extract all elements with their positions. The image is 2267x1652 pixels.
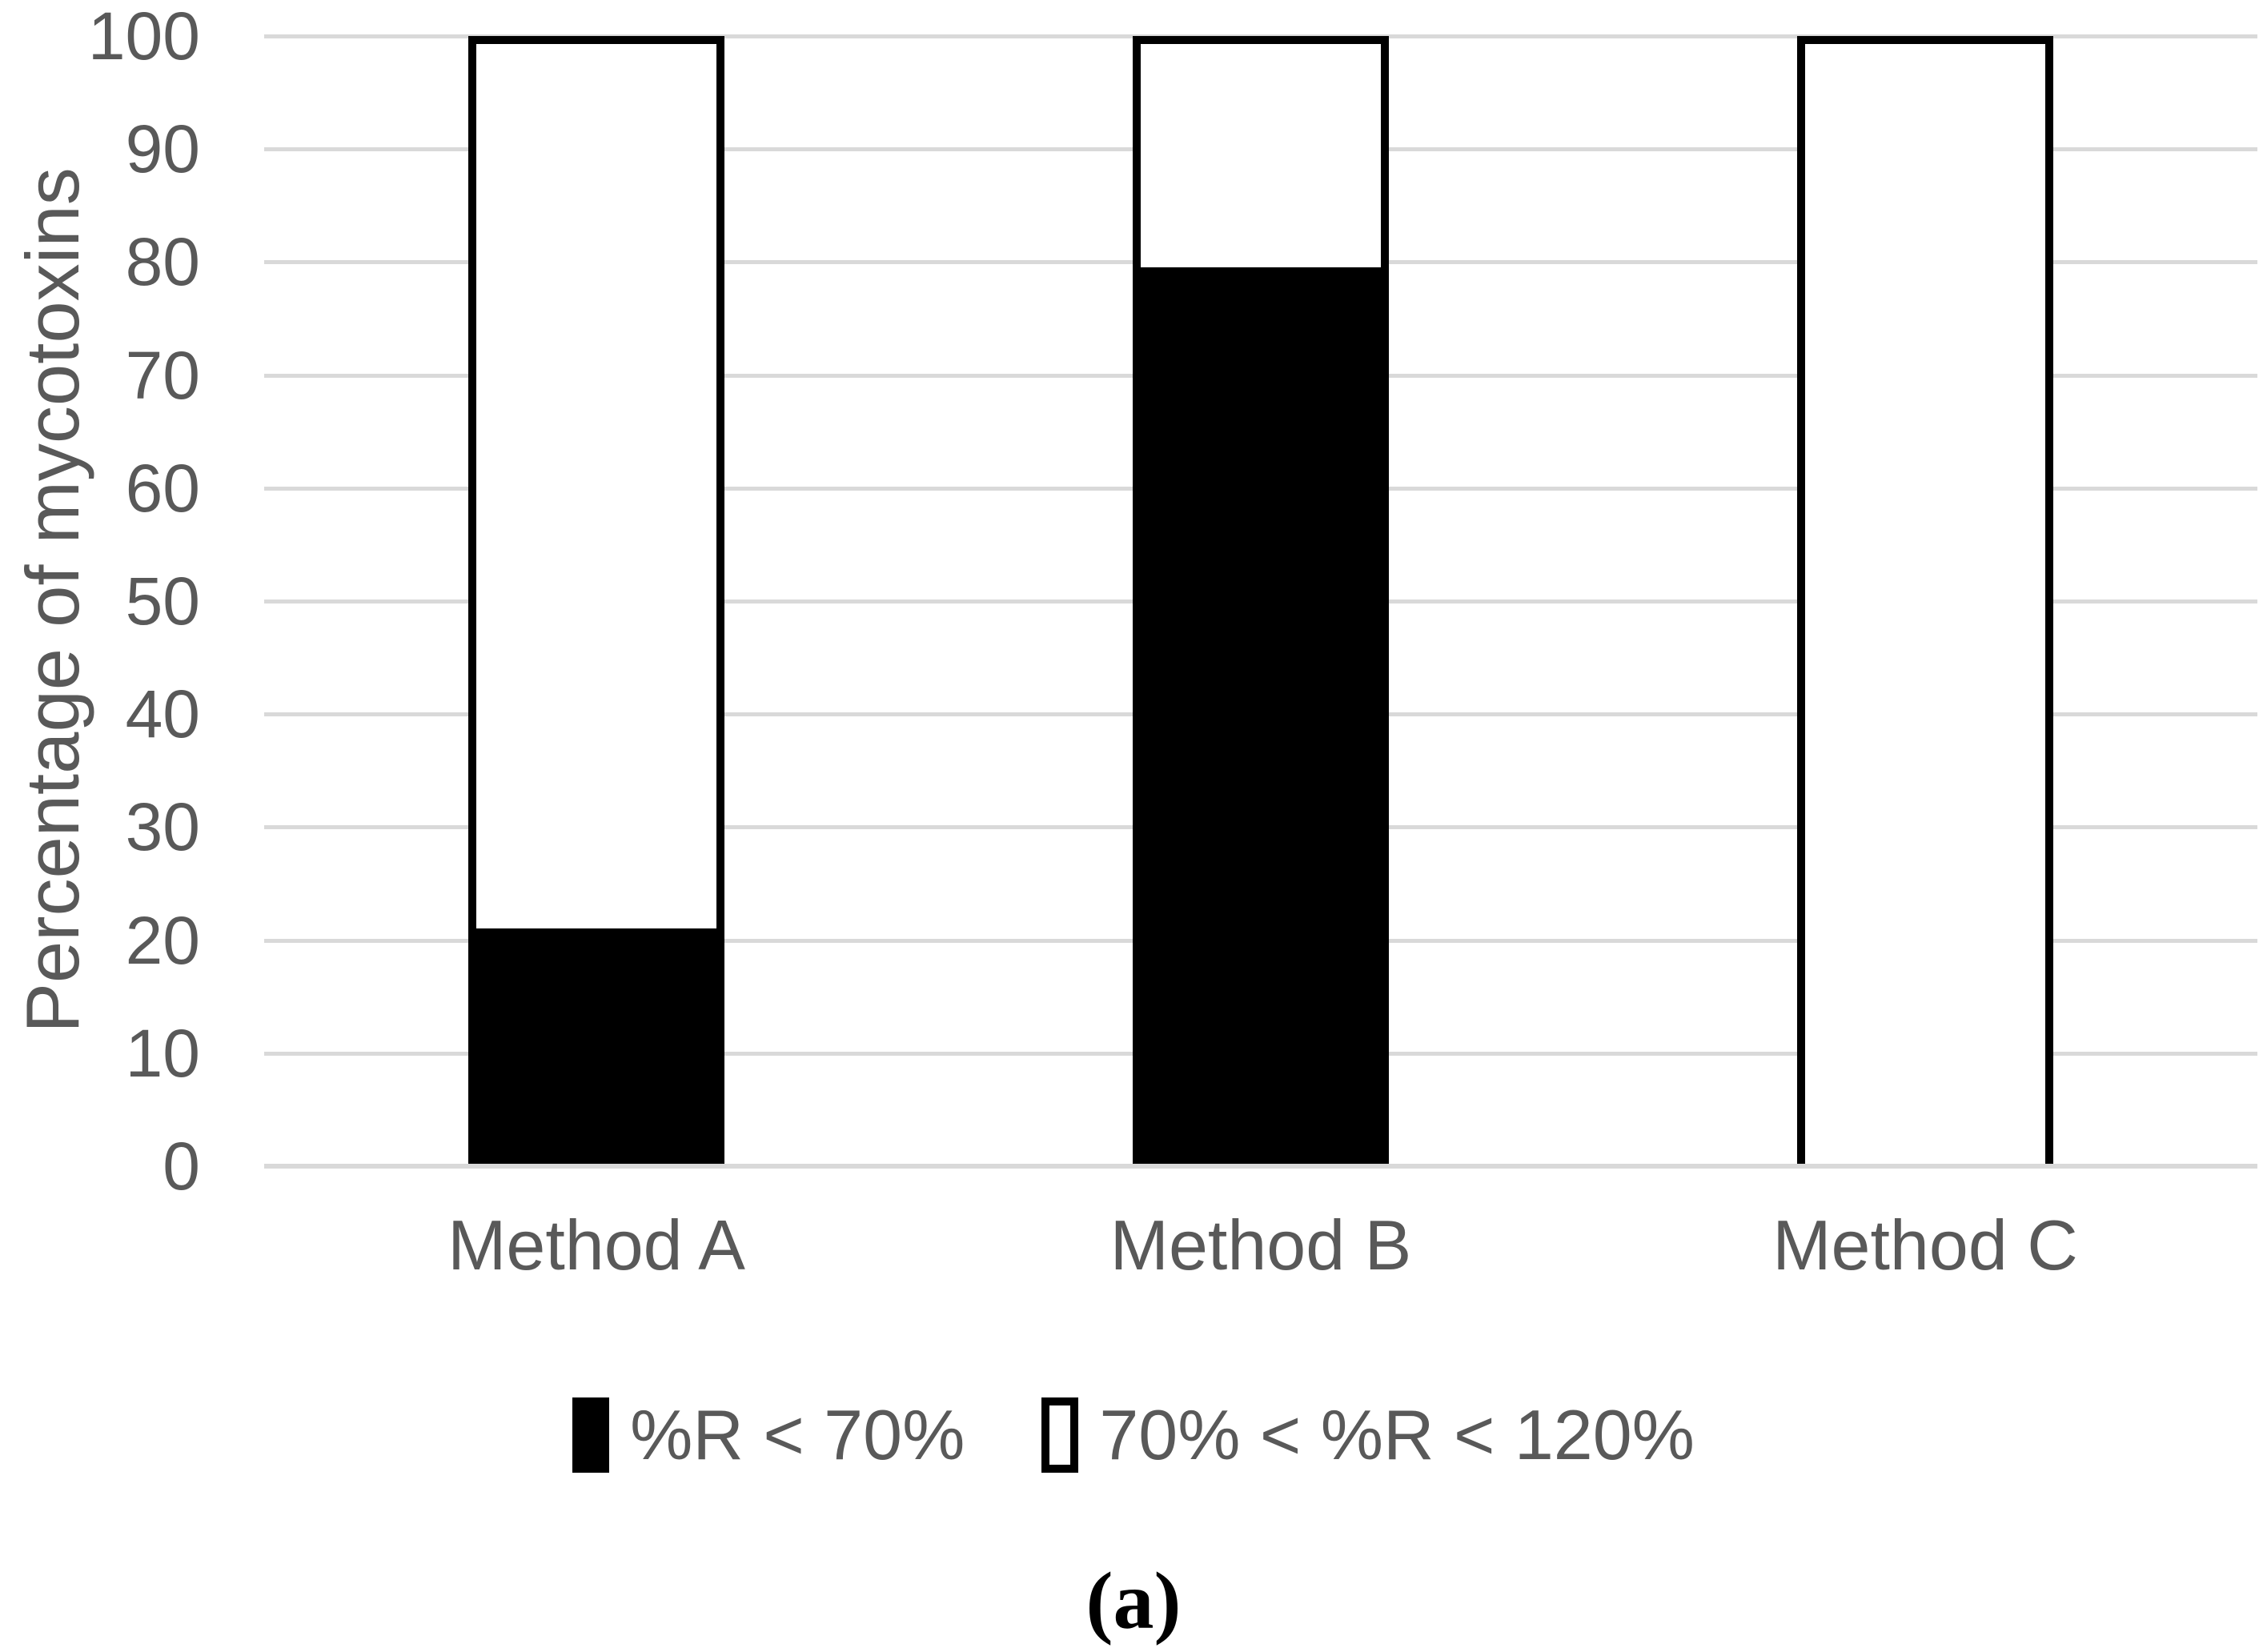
y-tick-label-50: 50 [125,563,200,639]
y-tick-label-40: 40 [125,676,200,752]
bar-method-c [1797,36,2053,1166]
x-axis-line [264,1164,2257,1169]
bar-method-b [1133,36,1389,1166]
y-tick-label-20: 20 [125,902,200,978]
y-tick-label-0: 0 [163,1129,200,1204]
y-tick-label-10: 10 [125,1015,200,1091]
legend-label: 70% < %R < 120% [1099,1395,1695,1474]
y-tick-label-70: 70 [125,337,200,413]
legend-swatch-white [1041,1397,1079,1473]
x-axis-label-method-c: Method C [1772,1205,2078,1285]
x-axis-label-method-b: Method B [1109,1205,1412,1285]
bar-method-a [468,36,724,1166]
legend: %R < 70% 70% < %R < 120% [0,1394,2267,1476]
y-tick-label-30: 30 [125,789,200,865]
y-tick-label-60: 60 [125,450,200,526]
y-tick-label-100: 100 [87,0,200,74]
legend-item-70-to-120: 70% < %R < 120% [1041,1394,1695,1476]
bar-segment-below-70 [468,928,724,1166]
y-tick-label-90: 90 [125,111,200,187]
figure-caption: (a) [1085,1556,1182,1646]
bar-segment-below-70 [1133,267,1389,1166]
legend-label: %R < 70% [630,1395,965,1474]
legend-swatch-black [572,1397,610,1473]
x-axis-label-method-a: Method A [447,1205,745,1285]
legend-item-below-70: %R < 70% [572,1394,965,1476]
y-tick-label-80: 80 [125,224,200,300]
